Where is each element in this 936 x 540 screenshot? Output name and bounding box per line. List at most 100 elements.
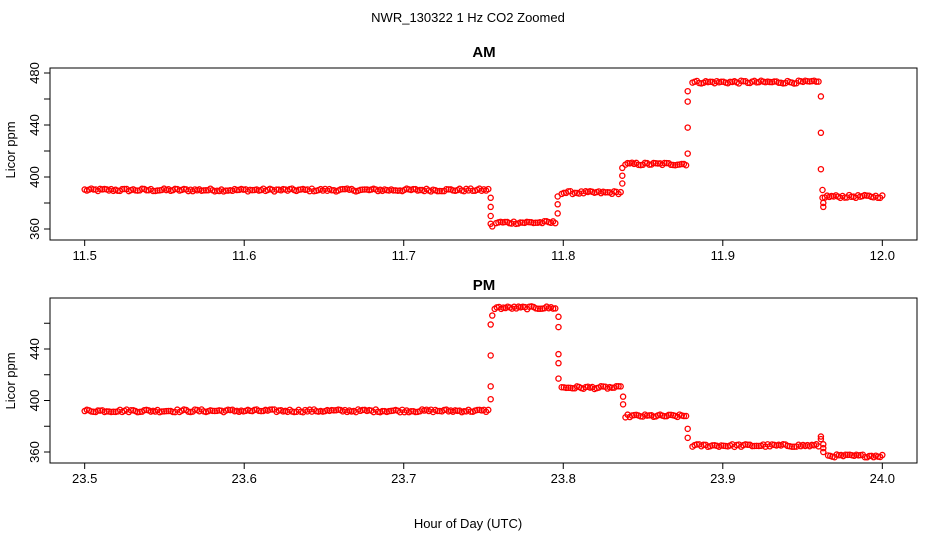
am-point	[359, 186, 366, 193]
pm-point	[412, 408, 419, 416]
am-point	[200, 187, 208, 194]
pm-transition-point	[487, 352, 494, 359]
am-transition-point	[554, 210, 561, 217]
am-xtick-label: 11.6	[232, 248, 256, 263]
pm-point	[103, 408, 110, 415]
pm-xtick-label: 23.6	[232, 471, 257, 486]
am-transition-point	[820, 199, 827, 207]
figure-title: NWR_130322 1 Hz CO2 Zoomed	[371, 10, 565, 25]
pm-point	[680, 412, 688, 420]
am-transition-point	[487, 194, 494, 202]
am-transition-point	[684, 98, 691, 105]
pm-transition-point	[487, 383, 494, 390]
am-point	[222, 187, 230, 194]
pm-transition-point	[487, 321, 494, 328]
am-point	[485, 185, 492, 193]
pm-point	[682, 412, 690, 420]
pm-axes: 23.5 23.6 23.7 23.8 23.9 24.0 360 400 440	[27, 322, 895, 486]
pm-point	[549, 305, 557, 312]
am-point	[552, 219, 559, 227]
pm-point	[536, 305, 544, 313]
am-point	[443, 185, 450, 193]
am-point	[436, 187, 444, 195]
pm-point	[751, 442, 758, 450]
pm-point	[788, 443, 796, 450]
pm-point	[127, 406, 135, 414]
pm-xtick-label: 23.7	[391, 471, 416, 486]
pm-panel: PM Licor ppm 23.5 23.6 23.7 23.8 23.9 24.0 360…	[3, 277, 918, 486]
am-ylabel: Licor ppm	[3, 121, 18, 178]
pm-point	[709, 442, 716, 449]
pm-transition-point	[555, 375, 562, 382]
am-point	[804, 78, 811, 85]
am-transition-point	[554, 201, 561, 208]
pm-xtick-label: 23.8	[551, 471, 576, 486]
am-ytick-label: 440	[27, 114, 42, 136]
pm-transition-point	[820, 441, 827, 448]
am-transition-point	[619, 172, 626, 179]
am-point	[541, 218, 548, 225]
am-transition-point	[684, 124, 691, 131]
pm-transition-point	[619, 401, 627, 408]
pm-transition-point	[684, 425, 691, 433]
pm-panel-title: PM	[473, 277, 496, 294]
am-point	[766, 78, 774, 86]
pm-point	[564, 384, 572, 392]
pm-ylabel: Licor ppm	[3, 352, 18, 409]
am-transition-point	[817, 165, 825, 173]
pm-xtick-label: 23.9	[710, 471, 735, 486]
pm-xtick-label: 24.0	[870, 471, 895, 486]
am-point	[149, 187, 157, 195]
am-ytick-label: 480	[27, 62, 42, 84]
pm-point	[562, 384, 570, 392]
am-transition-point	[817, 93, 825, 100]
am-point	[813, 78, 820, 85]
am-panel-title: AM	[472, 44, 495, 61]
am-transition-point	[684, 150, 691, 157]
am-point	[815, 78, 822, 85]
am-point	[154, 187, 161, 194]
am-point	[361, 186, 369, 193]
pm-transition-point	[684, 434, 691, 442]
pm-point	[211, 407, 219, 415]
pm-transition-point	[820, 444, 827, 452]
am-panel: AM Licor ppm 11.5 11.6 11.7 11.8 11.9 12.0 360…	[3, 44, 918, 263]
am-plot-frame	[49, 67, 918, 241]
pm-point	[474, 406, 481, 414]
am-point	[571, 189, 579, 197]
am-xtick-label: 11.7	[392, 248, 416, 263]
pm-transition-point	[619, 393, 627, 400]
pm-ytick-label: 400	[27, 390, 42, 412]
pm-point	[844, 451, 851, 459]
am-point	[682, 161, 690, 169]
am-ytick-label: 400	[27, 166, 42, 188]
am-xtick-label: 11.9	[711, 248, 735, 263]
am-axes: 11.5 11.6 11.7 11.8 11.9 12.0 360 400 440 480	[27, 62, 895, 263]
am-transition-point	[619, 164, 626, 172]
am-transition-point	[817, 129, 825, 137]
pm-plot-frame	[49, 297, 918, 464]
am-data-points	[81, 77, 886, 230]
pm-transition-point	[555, 350, 562, 358]
am-point	[525, 218, 533, 226]
am-transition-point	[684, 87, 691, 95]
pm-point	[558, 384, 565, 391]
pm-point	[379, 407, 386, 415]
pm-point	[552, 305, 559, 312]
am-xtick-label: 11.8	[551, 248, 575, 263]
pm-ytick-label: 360	[27, 441, 42, 463]
pm-point	[613, 382, 620, 390]
am-transition-point	[820, 203, 827, 211]
pm-data-points	[81, 303, 886, 461]
am-transition-point	[487, 212, 494, 220]
pm-point	[266, 406, 274, 413]
figure-xlabel: Hour of Day (UTC)	[414, 516, 522, 531]
am-transition-point	[489, 223, 496, 230]
am-point	[617, 188, 624, 196]
am-transition-point	[554, 193, 561, 200]
pm-point	[160, 408, 168, 415]
am-point	[602, 189, 609, 196]
pm-point	[485, 406, 492, 414]
am-point	[726, 78, 734, 86]
pm-transition-point	[817, 435, 825, 443]
